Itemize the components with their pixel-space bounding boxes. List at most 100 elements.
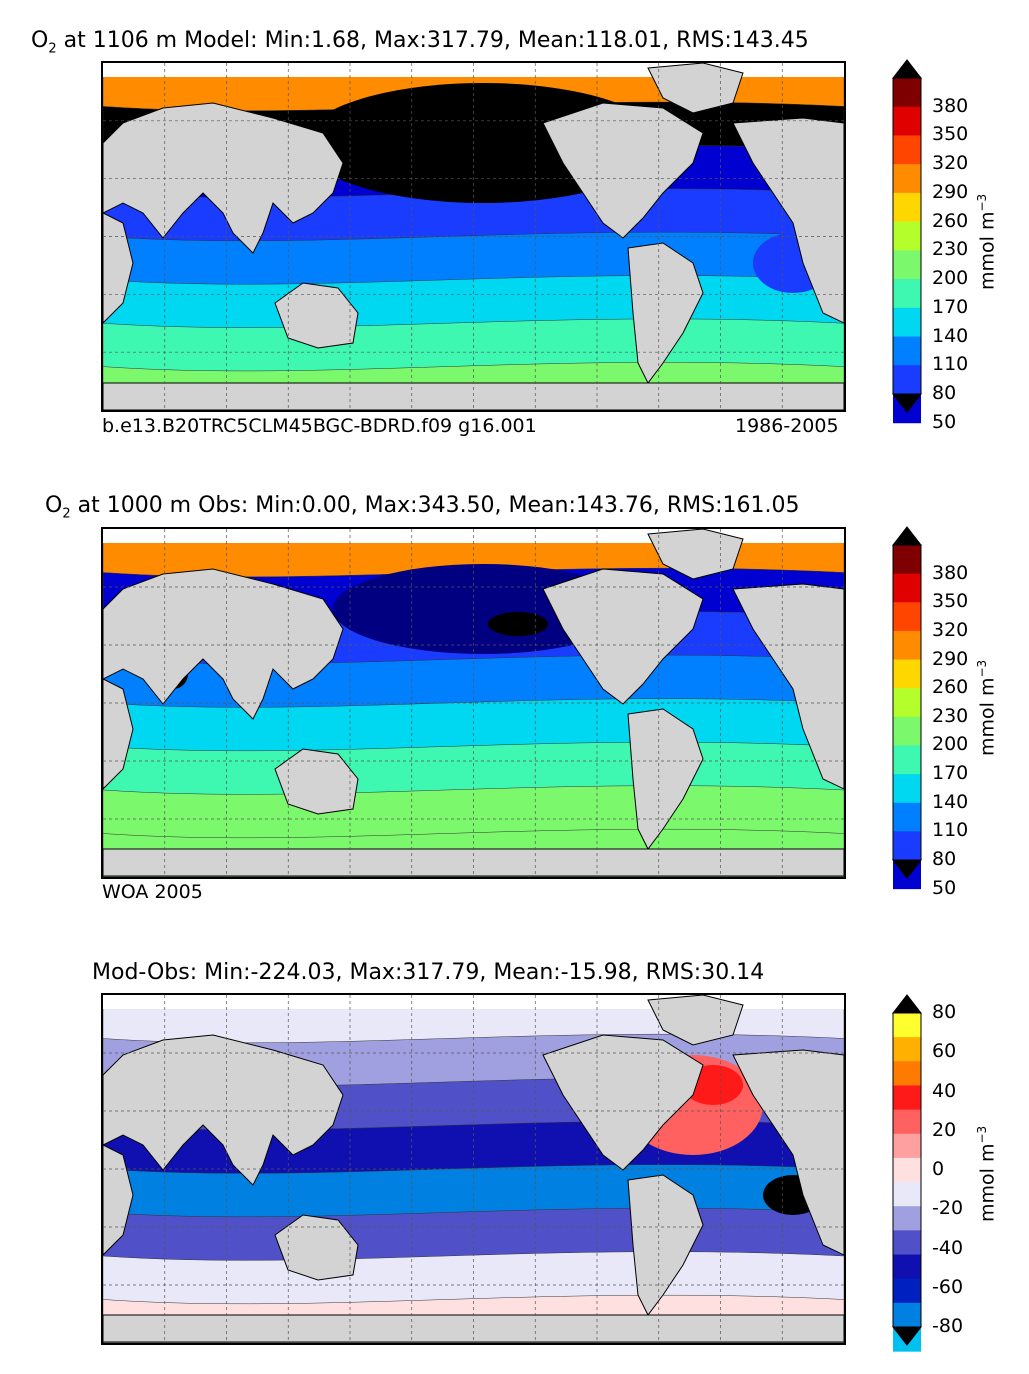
colorbar-tick-label: 20 [932, 1118, 957, 1141]
colorbar-tick-label: 260 [932, 209, 969, 232]
colorbar-tick-label: 380 [932, 561, 969, 584]
colorbar-tick-label: -40 [932, 1236, 964, 1259]
colorbar-tick-label: 50 [932, 876, 957, 899]
colorbar-unit-model: mmol m−3 [975, 193, 999, 290]
colorbar-tick-label: 50 [932, 410, 957, 433]
colorbar-bin [893, 1182, 921, 1207]
landmass [542, 568, 704, 705]
colorbar-bin [893, 135, 921, 165]
colorbar-bin [893, 630, 921, 661]
colorbar-tick-label: 80 [932, 848, 957, 870]
colorbar-tick-label: 380 [932, 94, 969, 117]
landmass [647, 995, 744, 1046]
colorbar-tick-label: -20 [932, 1197, 964, 1220]
colorbar-tick-label: 110 [932, 353, 969, 376]
landmass [627, 1174, 704, 1316]
colorbar-tick-label: 260 [932, 676, 969, 699]
landmass [542, 1034, 704, 1171]
colorbar-bin [893, 336, 921, 366]
landmass [647, 529, 744, 580]
colorbar-tick-label: 80 [932, 1001, 957, 1023]
colorbar-unit-diff: mmol m−3 [975, 1125, 999, 1222]
colorbar-extend-top [891, 59, 923, 79]
map-model [101, 61, 846, 412]
colorbar-bin [893, 545, 921, 575]
colorbar-bin [893, 1085, 921, 1111]
panel-title-model: O2 at 1106 m Model: Min:1.68, Max:317.79… [31, 28, 809, 57]
colorbar-tick-label: 320 [932, 152, 969, 175]
map-obs [101, 527, 846, 879]
map-diff [101, 993, 846, 1345]
colorbar-bin [893, 365, 921, 395]
colorbar-bin [893, 192, 921, 223]
landmass [274, 748, 359, 815]
landmass [103, 1034, 344, 1186]
colorbar-bin [893, 221, 921, 251]
colorbar-bin [893, 250, 921, 280]
colorbar-bin [893, 1230, 921, 1256]
colorbar-extend-top [891, 526, 923, 546]
colorbar-bin [893, 1157, 921, 1183]
colorbar-tick-label: 0 [932, 1158, 945, 1180]
low-oxygen-region [488, 612, 548, 636]
landmass [274, 1214, 359, 1281]
colorbar-bin [893, 307, 921, 338]
colorbar-bin [893, 1302, 921, 1328]
colorbar-bin [893, 106, 921, 136]
colorbar-bin [893, 602, 921, 632]
colorbar-extend-top [891, 994, 923, 1014]
colorbar-bin [893, 1037, 921, 1062]
landmass [103, 1144, 134, 1256]
landmass [103, 102, 344, 254]
colorbar-bin [893, 688, 921, 718]
landmass [647, 63, 744, 114]
colorbar-tick-label: 140 [932, 324, 969, 347]
colorbar-bin [893, 1109, 921, 1135]
colorbar-unit-obs: mmol m−3 [975, 659, 999, 756]
colorbar-tick-label: 200 [932, 733, 969, 756]
landmass [732, 583, 844, 790]
landmass [274, 282, 359, 349]
colorbar-bin [893, 774, 921, 804]
landmass [627, 708, 704, 850]
colorbar-bin [893, 78, 921, 108]
colorbar-bin [893, 659, 921, 689]
colorbar-tick-label: 80 [932, 382, 957, 404]
colorbar-bin [893, 745, 921, 775]
colorbar-bin [893, 1061, 921, 1086]
colorbar-bin [893, 716, 921, 746]
colorbar-tick-label: 40 [932, 1079, 957, 1102]
colorbar-bin [893, 279, 921, 309]
colorbar-bin [893, 802, 921, 832]
colorbar-tick-label: 60 [932, 1040, 957, 1063]
caption-period: 1986-2005 [735, 415, 839, 437]
colorbar-bin [893, 1254, 921, 1280]
colorbar-bin [893, 164, 921, 194]
landmass [103, 678, 134, 790]
colorbar-tick-label: 290 [932, 647, 969, 670]
landmass [732, 1049, 844, 1256]
colorbar-bin [893, 1206, 921, 1231]
colorbar-tick-label: 320 [932, 618, 969, 641]
colorbar-tick-label: 110 [932, 819, 969, 842]
landmass [103, 212, 134, 324]
colorbar-model [891, 59, 923, 424]
panel-title-diff: Mod-Obs: Min:-224.03, Max:317.79, Mean:-… [92, 960, 765, 985]
colorbar-bin [893, 573, 921, 603]
colorbar-diff [891, 994, 923, 1352]
colorbar-bin [893, 1278, 921, 1304]
colorbar-tick-label: -60 [932, 1275, 964, 1298]
panel-title-obs: O2 at 1000 m Obs: Min:0.00, Max:343.50, … [45, 493, 800, 522]
colorbar-tick-label: 170 [932, 295, 969, 318]
colorbar-tick-label: 350 [932, 590, 969, 613]
colorbar-tick-label: 290 [932, 180, 969, 203]
colorbar-tick-label: 200 [932, 267, 969, 290]
landmass [103, 568, 344, 720]
colorbar-tick-label: -80 [932, 1315, 964, 1337]
landmass [627, 242, 704, 384]
colorbar-bin [893, 831, 921, 861]
colorbar-tick-label: 350 [932, 123, 969, 146]
colorbar-tick-label: 140 [932, 790, 969, 813]
colorbar-tick-label: 170 [932, 762, 969, 785]
colorbar-bin [893, 1013, 921, 1038]
